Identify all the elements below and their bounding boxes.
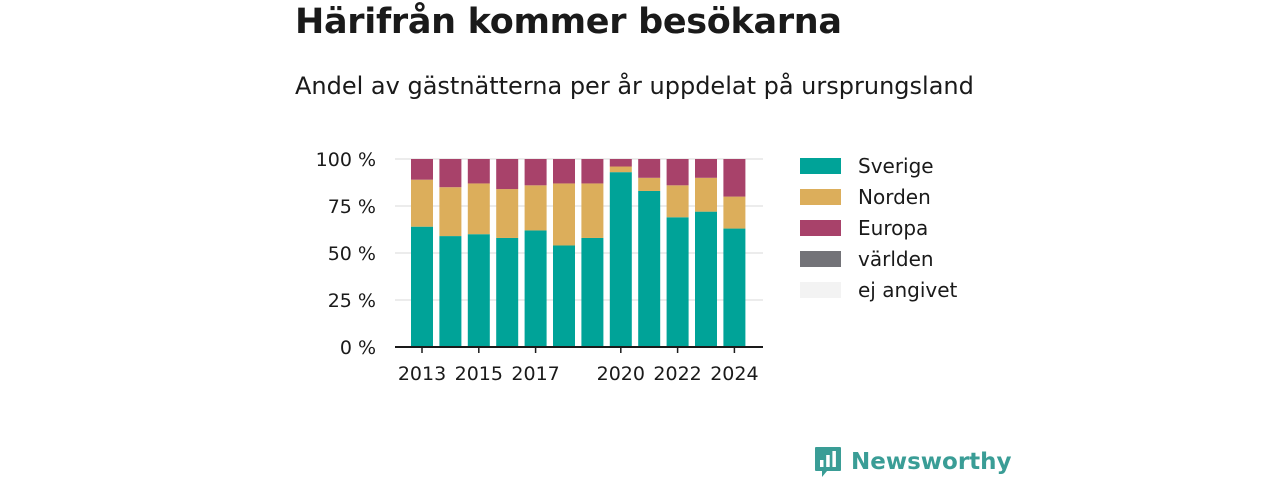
bar-segment	[553, 159, 575, 184]
legend-label-norden: Norden	[858, 184, 931, 209]
legend-label-sverige: Sverige	[858, 153, 934, 178]
bar-segment	[496, 159, 519, 190]
bar-segment	[581, 237, 604, 347]
y-tick-label: 25 %	[328, 290, 376, 312]
bar-segment	[496, 237, 519, 347]
bar-segment	[496, 189, 519, 238]
bar-segment	[609, 166, 632, 173]
bar-segment	[638, 177, 661, 191]
legend-swatch-europa	[800, 219, 841, 236]
legend-swatch-norden	[800, 188, 841, 205]
legend-label-ej-angivet: ej angivet	[858, 277, 958, 302]
legend-item-ej-angivet: ej angivet	[800, 274, 957, 305]
legend-item-varlden: världen	[800, 243, 957, 274]
bar-segment	[666, 159, 689, 186]
legend-label-varlden: världen	[858, 246, 934, 271]
y-tick-label: 50 %	[328, 243, 376, 265]
y-tick-label: 100 %	[316, 149, 376, 171]
bar-segment	[439, 236, 462, 347]
bar-segment	[439, 159, 462, 188]
bar-segment	[723, 159, 746, 197]
bar-segment	[553, 245, 575, 347]
x-tick-label: 2013	[398, 363, 446, 385]
legend-item-europa: Europa	[800, 212, 957, 243]
bar-segment	[581, 183, 604, 238]
bar-segment	[723, 228, 746, 347]
bar-segment	[638, 159, 661, 178]
bar-segment	[439, 187, 462, 237]
bar-segment	[581, 159, 604, 184]
bar-segment	[666, 217, 689, 347]
newsworthy-brand[interactable]: Newsworthy	[814, 446, 1012, 478]
bar-segment	[666, 185, 689, 218]
chart-subtitle: Andel av gästnätterna per år uppdelat på…	[295, 72, 974, 100]
bar-segment	[411, 179, 433, 227]
bar-segment	[467, 234, 490, 347]
legend-item-norden: Norden	[800, 181, 957, 212]
bar-segment	[411, 226, 433, 347]
bar-segment	[524, 230, 547, 347]
bar-segment	[467, 183, 490, 235]
bar-segment	[524, 185, 547, 231]
bar-segment	[609, 159, 632, 167]
legend-item-sverige: Sverige	[800, 150, 957, 181]
bar-segment	[524, 159, 547, 186]
legend-label-europa: Europa	[858, 215, 929, 240]
bar-segment	[638, 190, 661, 347]
x-tick-label: 2022	[653, 363, 701, 385]
x-tick-label: 2017	[511, 363, 559, 385]
legend-swatch-sverige	[800, 157, 841, 174]
y-tick-label: 75 %	[328, 196, 376, 218]
bar-segment	[695, 211, 717, 347]
bar-segment	[467, 159, 490, 184]
bar-segment	[411, 159, 433, 180]
chart-legend: Sverige Norden Europa världen ej angivet	[800, 150, 957, 305]
x-tick-label: 2024	[710, 363, 758, 385]
x-tick-label: 2015	[455, 363, 503, 385]
bar-segment	[553, 183, 575, 246]
legend-swatch-ej-angivet	[800, 281, 841, 298]
bar-segment	[723, 196, 746, 229]
legend-swatch-varlden	[800, 250, 841, 267]
bar-segment	[695, 159, 717, 178]
bar-segment	[695, 177, 717, 212]
brand-name: Newsworthy	[851, 449, 1012, 475]
newsworthy-logo-icon	[815, 447, 841, 477]
bar-segment	[609, 172, 632, 347]
x-tick-label: 2020	[597, 363, 645, 385]
y-tick-label: 0 %	[340, 337, 376, 359]
chart-title: Härifrån kommer besökarna	[295, 2, 842, 42]
